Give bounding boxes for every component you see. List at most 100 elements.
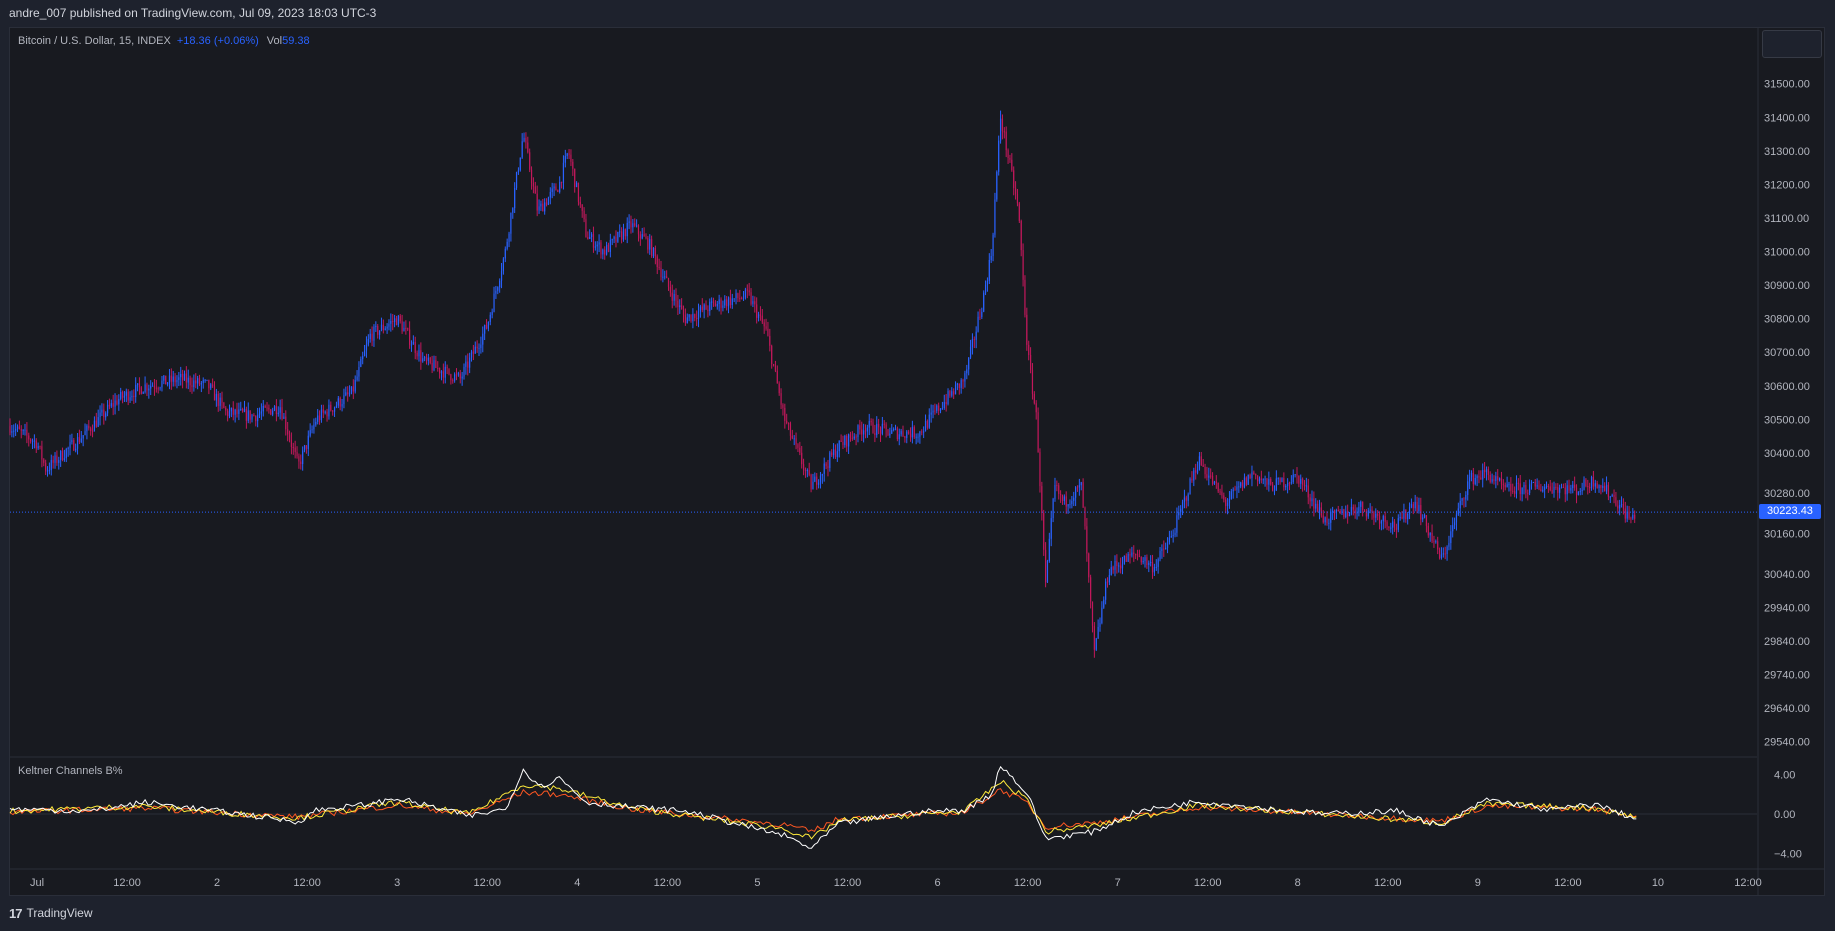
candle-body xyxy=(28,435,30,440)
candle-body xyxy=(138,383,141,388)
price-tick-label: 31000.00 xyxy=(1764,247,1810,259)
candle-body xyxy=(1431,532,1433,542)
candle-body xyxy=(377,326,379,335)
candle-body xyxy=(514,187,516,209)
chart-frame[interactable] xyxy=(9,27,1825,896)
price-tick-label: 30040.00 xyxy=(1764,569,1810,581)
candle-body xyxy=(943,401,945,409)
candle-body xyxy=(61,450,64,460)
candle-body xyxy=(1542,489,1544,492)
candle-body xyxy=(369,333,371,339)
candle-body xyxy=(217,393,219,406)
candle-body xyxy=(1527,492,1529,494)
candle-body xyxy=(560,181,563,183)
candle-body xyxy=(859,425,861,430)
candle-body xyxy=(1129,553,1131,556)
candle-body xyxy=(778,383,780,394)
candle-body xyxy=(347,392,349,395)
time-tick-label: 10 xyxy=(1652,877,1664,889)
candle-body xyxy=(1566,485,1568,495)
symbol-title[interactable]: Bitcoin / U.S. Dollar, 15, INDEX xyxy=(18,35,171,47)
candle-body xyxy=(1067,504,1069,507)
candle-body xyxy=(821,473,823,476)
candle-body xyxy=(326,411,328,417)
candle-body xyxy=(386,326,388,329)
candle-body xyxy=(225,407,227,411)
candle-body xyxy=(1337,509,1339,511)
candle-body xyxy=(1120,565,1122,569)
candle-body xyxy=(240,408,242,410)
candle-body xyxy=(529,152,531,170)
candle-body xyxy=(356,376,358,380)
candle-body xyxy=(1572,484,1574,489)
candle-body xyxy=(433,360,435,371)
candle-body xyxy=(485,324,488,329)
candle-body xyxy=(1103,599,1105,608)
candle-body xyxy=(829,452,831,468)
candle-body xyxy=(1044,549,1047,583)
candle-body xyxy=(1465,494,1467,500)
candle-body xyxy=(172,376,174,382)
candle-body xyxy=(330,404,332,411)
candle-body xyxy=(1191,478,1193,481)
scale-settings-button[interactable] xyxy=(1762,30,1822,58)
candle-body xyxy=(1519,483,1521,495)
candle-body xyxy=(262,406,264,412)
candle-body xyxy=(1251,472,1253,479)
candle-body xyxy=(849,434,852,438)
candle-body xyxy=(403,327,405,332)
candle-body xyxy=(1568,485,1570,491)
candle-body xyxy=(168,375,171,383)
candle-body xyxy=(416,352,418,357)
candle-body xyxy=(812,481,814,490)
candle-body xyxy=(622,229,625,240)
candle-body xyxy=(1039,452,1041,487)
candle-body xyxy=(692,314,694,322)
indicator-legend[interactable]: Keltner Channels B% xyxy=(18,765,123,777)
candle-body xyxy=(754,301,756,305)
volume-value: 59.38 xyxy=(282,35,310,47)
candle-body xyxy=(1069,503,1071,505)
candle-body xyxy=(975,331,977,340)
candle-body xyxy=(1131,552,1133,556)
candle-body xyxy=(476,346,478,349)
candle-body xyxy=(24,429,26,431)
candle-body xyxy=(780,393,782,405)
candle-body xyxy=(592,234,595,248)
candle-body xyxy=(724,299,726,306)
candle-body xyxy=(1423,515,1426,518)
candle-body xyxy=(1491,479,1493,482)
candle-body xyxy=(101,409,103,413)
candle-body xyxy=(722,305,724,308)
candle-body xyxy=(1217,482,1219,492)
candle-body xyxy=(977,316,979,332)
candle-body xyxy=(157,388,159,390)
candle-body xyxy=(1499,478,1501,481)
candle-body xyxy=(1384,516,1386,522)
candle-body xyxy=(399,315,401,322)
candle-body xyxy=(1080,482,1082,486)
time-tick-label: 5 xyxy=(754,877,760,889)
footer-brand[interactable]: 17 TradingView xyxy=(9,901,93,925)
candle-body xyxy=(43,459,45,463)
candle-body xyxy=(204,379,206,381)
candle-body xyxy=(1444,553,1446,555)
candle-body xyxy=(384,328,386,330)
candle-body xyxy=(247,410,249,421)
candle-body xyxy=(1116,560,1118,567)
candle-body xyxy=(397,315,399,326)
candle-body xyxy=(88,425,90,429)
candle-body xyxy=(1467,481,1469,495)
candle-body xyxy=(163,375,165,381)
candle-body xyxy=(1622,504,1625,509)
candle-body xyxy=(525,137,527,143)
candle-body xyxy=(1253,472,1255,475)
candle-body xyxy=(52,459,54,463)
candle-body xyxy=(906,431,908,438)
time-tick-label: 12:00 xyxy=(654,877,682,889)
candle-body xyxy=(532,182,535,187)
candle-body xyxy=(1620,504,1623,506)
candle-body xyxy=(994,199,996,235)
time-tick-label: 12:00 xyxy=(834,877,862,889)
